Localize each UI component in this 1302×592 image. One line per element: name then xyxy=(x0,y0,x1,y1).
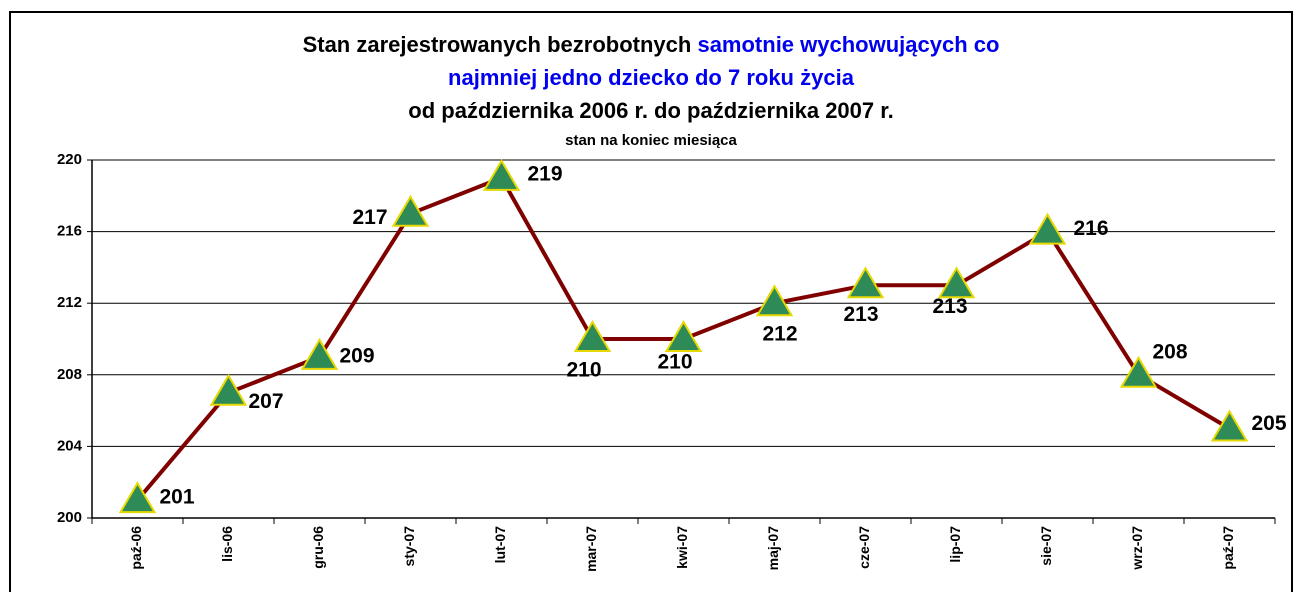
data-label: 213 xyxy=(844,303,879,326)
chart-title: Stan zarejestrowanych bezrobotnych samot… xyxy=(303,32,1000,57)
x-tick-label: wrz-07 xyxy=(1129,526,1145,571)
x-tick-label: lut-07 xyxy=(492,526,508,564)
marker xyxy=(573,320,612,352)
data-label: 217 xyxy=(353,206,388,229)
marker xyxy=(118,481,157,514)
title-part: od października 2006 r. do października … xyxy=(408,98,893,123)
chart-subtitle: stan na koniec miesiąca xyxy=(565,132,737,149)
title-part: Stan zarejestrowanych bezrobotnych xyxy=(303,32,692,57)
data-label: 212 xyxy=(763,323,798,346)
marker xyxy=(300,337,339,370)
marker xyxy=(755,284,794,317)
data-label: 205 xyxy=(1252,412,1287,435)
marker xyxy=(209,373,248,406)
x-tick-label: mar-07 xyxy=(583,526,599,572)
data-label: 216 xyxy=(1074,217,1109,240)
marker xyxy=(1119,355,1158,388)
x-tick-label: paź-06 xyxy=(128,526,144,570)
marker xyxy=(1210,409,1249,442)
marker xyxy=(482,158,521,191)
title-part: najmniej jedno dziecko do 7 roku życia xyxy=(448,65,855,90)
y-tick-label: 216 xyxy=(57,223,82,240)
data-label: 213 xyxy=(933,295,968,318)
data-label: 208 xyxy=(1153,340,1188,363)
title-part: samotnie wychowujących co xyxy=(697,32,999,57)
data-label: 210 xyxy=(567,359,602,382)
x-tick-label: kwi-07 xyxy=(674,526,690,569)
x-tick-label: paź-07 xyxy=(1220,526,1236,570)
y-tick-label: 208 xyxy=(57,366,82,383)
data-label: 209 xyxy=(340,344,375,367)
x-tick-label: maj-07 xyxy=(765,526,781,571)
data-label: 219 xyxy=(528,162,563,185)
y-tick-label: 220 xyxy=(57,151,82,168)
y-tick-label: 204 xyxy=(57,437,83,454)
data-label: 207 xyxy=(249,390,284,413)
y-tick-label: 200 xyxy=(57,509,82,526)
data-label: 210 xyxy=(658,351,693,374)
marker xyxy=(391,194,430,227)
x-tick-label: gru-06 xyxy=(310,526,326,569)
y-tick-label: 212 xyxy=(57,294,82,311)
marker xyxy=(664,320,703,352)
x-tick-label: sty-07 xyxy=(401,526,417,567)
marker xyxy=(937,266,976,299)
marker xyxy=(846,266,885,299)
x-tick-label: lis-06 xyxy=(219,526,235,562)
data-label: 201 xyxy=(160,486,195,509)
chart-frame xyxy=(9,11,1293,592)
x-tick-label: sie-07 xyxy=(1038,526,1054,566)
marker xyxy=(1028,212,1067,245)
x-tick-label: lip-07 xyxy=(947,526,963,563)
x-tick-label: cze-07 xyxy=(856,526,872,569)
